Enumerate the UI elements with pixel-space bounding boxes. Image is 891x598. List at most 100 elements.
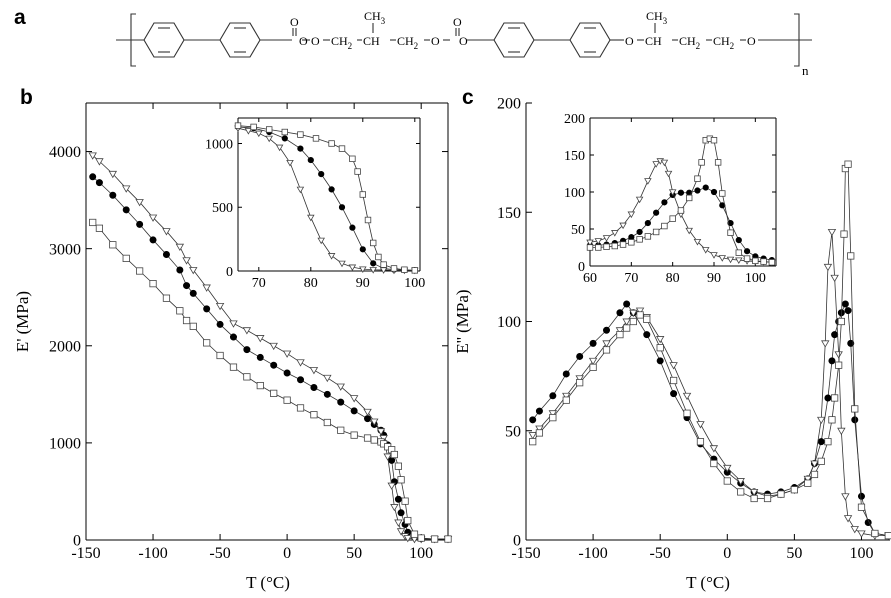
data-point <box>109 241 117 249</box>
data-point <box>727 229 734 236</box>
data-point <box>394 519 403 527</box>
data-point <box>710 136 718 144</box>
data-point <box>636 236 643 243</box>
data-point <box>229 363 238 371</box>
polymer-structure: O O O CH2 CH CH3 CH2 O O O O CH CH3 CH2 … <box>116 9 812 78</box>
data-point <box>749 488 759 497</box>
data-point <box>283 396 291 404</box>
data-point <box>619 222 627 230</box>
data-point <box>549 392 557 400</box>
data-point <box>735 237 742 244</box>
x-tick-label: 60 <box>583 271 597 286</box>
data-point <box>660 159 669 167</box>
data-point <box>844 160 852 168</box>
data-point <box>338 204 346 211</box>
data-point <box>702 184 709 191</box>
oxygen-atom: O <box>747 34 756 48</box>
data-point <box>363 408 372 417</box>
data-point <box>286 159 294 167</box>
data-point <box>743 255 751 262</box>
data-point <box>176 266 184 274</box>
methine-group: CH <box>645 34 662 48</box>
data-point <box>837 317 845 326</box>
data-point <box>709 445 719 453</box>
series-open-triangle-down <box>88 152 453 544</box>
data-point <box>310 411 318 419</box>
data-point <box>162 228 171 236</box>
data-point <box>370 418 379 426</box>
data-point <box>397 476 405 484</box>
data-point <box>297 131 304 138</box>
x-tick-label: -150 <box>511 545 540 562</box>
data-point <box>350 407 358 415</box>
series-line <box>237 126 415 271</box>
data-point <box>623 324 631 332</box>
data-point <box>349 155 356 162</box>
methylene-group: CH2 <box>713 34 734 51</box>
data-point <box>629 309 638 318</box>
y-tick-label: 1000 <box>49 435 81 452</box>
x-tick-label: 80 <box>666 271 680 286</box>
y-tick-label: 0 <box>578 260 585 275</box>
data-point <box>602 235 611 242</box>
data-point <box>175 243 185 252</box>
methylene-group: CH2 <box>397 34 418 51</box>
data-point <box>817 438 825 446</box>
data-point <box>737 488 745 496</box>
data-point <box>535 429 544 437</box>
data-point <box>148 214 158 222</box>
data-point <box>95 158 104 166</box>
data-point <box>636 228 643 236</box>
x-tick-label: 0 <box>723 545 731 562</box>
data-point <box>282 350 292 358</box>
data-point <box>693 238 702 246</box>
series-open-square <box>586 135 776 266</box>
data-point <box>710 252 718 259</box>
data-point <box>602 340 611 348</box>
data-point <box>283 369 291 377</box>
y-tick-label: 2000 <box>49 338 81 355</box>
x-tick-label: 100 <box>745 271 766 286</box>
data-point <box>403 535 412 543</box>
data-point <box>270 389 278 397</box>
data-point <box>652 228 660 236</box>
data-point <box>162 294 171 302</box>
x-axis-label: T (°C) <box>246 573 290 592</box>
data-point <box>575 375 584 383</box>
data-point <box>677 207 685 214</box>
data-point <box>656 357 664 365</box>
data-point <box>589 339 597 347</box>
data-point <box>337 398 345 406</box>
data-point <box>831 394 839 402</box>
data-point <box>417 534 425 542</box>
data-point <box>359 246 366 253</box>
data-point <box>643 331 651 339</box>
data-point <box>265 135 273 143</box>
data-point <box>136 220 144 228</box>
methine-group: CH <box>363 34 380 48</box>
x-tick-label: -100 <box>138 545 167 562</box>
data-point <box>189 289 197 297</box>
data-point <box>824 438 832 446</box>
data-point <box>269 342 278 351</box>
data-point <box>817 457 825 465</box>
data-point <box>401 266 408 273</box>
data-point <box>202 284 211 292</box>
carbonyl-oxygen-1: O <box>290 15 299 29</box>
data-point <box>851 405 859 413</box>
data-point <box>265 126 273 133</box>
data-point <box>309 367 319 375</box>
data-point <box>763 494 772 503</box>
series-open-square <box>234 122 418 274</box>
data-point <box>656 344 664 352</box>
data-point <box>216 320 224 328</box>
y-tick-label: 500 <box>212 201 233 216</box>
oxygen-atom: O <box>459 34 468 48</box>
data-point <box>655 336 665 344</box>
x-tick-label: 90 <box>707 271 721 286</box>
data-point <box>149 280 157 288</box>
data-point <box>857 492 865 500</box>
data-point <box>216 351 224 360</box>
data-point <box>369 267 377 274</box>
